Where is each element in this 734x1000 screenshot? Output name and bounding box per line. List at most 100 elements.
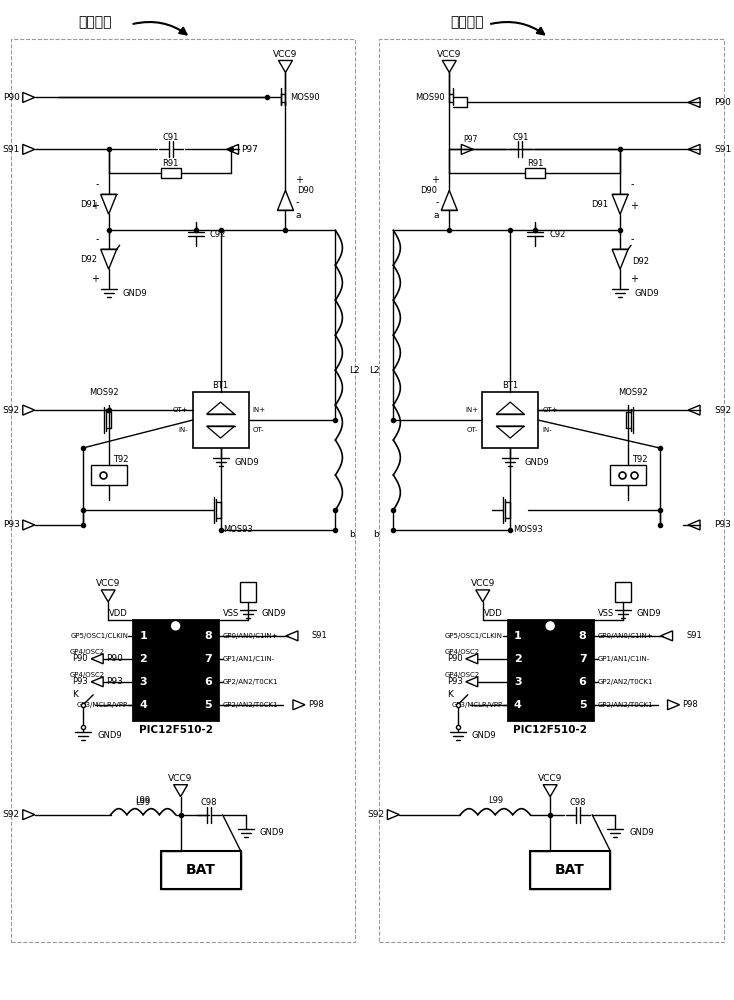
Text: 3: 3 xyxy=(514,677,522,687)
Text: 6: 6 xyxy=(204,677,212,687)
Text: -: - xyxy=(630,234,633,244)
Text: MOS93: MOS93 xyxy=(224,525,253,534)
Text: MOS92: MOS92 xyxy=(618,388,648,397)
Text: GND9: GND9 xyxy=(634,289,658,298)
Text: GND9: GND9 xyxy=(123,289,148,298)
Text: P90: P90 xyxy=(447,654,462,663)
Circle shape xyxy=(172,622,180,630)
Text: C92: C92 xyxy=(549,230,566,239)
Text: K: K xyxy=(447,690,453,699)
Text: b: b xyxy=(349,530,355,539)
Text: MOS93: MOS93 xyxy=(513,525,543,534)
Text: VCC9: VCC9 xyxy=(538,774,562,783)
Text: P97: P97 xyxy=(463,135,478,144)
Text: C98: C98 xyxy=(570,798,586,807)
Text: L99: L99 xyxy=(136,798,150,807)
Bar xyxy=(133,620,218,720)
Text: GP0/AN0/C1IN+: GP0/AN0/C1IN+ xyxy=(223,633,279,639)
Text: GP5/OSC1/CLKIN: GP5/OSC1/CLKIN xyxy=(445,633,503,639)
Text: R91: R91 xyxy=(162,159,179,168)
Text: P93: P93 xyxy=(447,677,462,686)
Text: 7: 7 xyxy=(204,654,212,664)
Text: IN-: IN- xyxy=(179,427,189,433)
Text: 5: 5 xyxy=(579,700,586,710)
Text: 1: 1 xyxy=(139,631,147,641)
Text: +: + xyxy=(296,175,303,185)
Text: GP2/AN2/T0CK1: GP2/AN2/T0CK1 xyxy=(597,702,653,708)
Text: T92: T92 xyxy=(632,455,647,464)
Text: P93: P93 xyxy=(106,677,123,686)
Bar xyxy=(161,851,241,889)
Text: GP4/OSC2: GP4/OSC2 xyxy=(70,649,105,655)
Text: 2: 2 xyxy=(139,654,147,664)
Text: D91: D91 xyxy=(80,200,97,209)
Text: VDD: VDD xyxy=(484,609,503,618)
Bar xyxy=(161,168,181,178)
Text: S91: S91 xyxy=(312,631,327,640)
Text: 6: 6 xyxy=(578,677,586,687)
Bar xyxy=(530,851,610,889)
Text: IN-: IN- xyxy=(542,427,552,433)
Text: S92: S92 xyxy=(714,406,731,415)
Text: L99: L99 xyxy=(135,796,150,805)
Text: P98: P98 xyxy=(308,700,324,709)
Bar xyxy=(610,465,646,485)
Text: BAT: BAT xyxy=(186,863,216,877)
Text: GND9: GND9 xyxy=(260,828,284,837)
Text: 2: 2 xyxy=(514,654,522,664)
Text: R91: R91 xyxy=(527,159,543,168)
Text: L2: L2 xyxy=(349,366,360,375)
Text: P93: P93 xyxy=(3,520,20,529)
Text: L99: L99 xyxy=(487,796,503,805)
Text: -: - xyxy=(296,197,299,207)
Text: S91: S91 xyxy=(686,631,702,640)
Text: P90: P90 xyxy=(714,98,731,107)
Text: P97: P97 xyxy=(241,145,258,154)
Text: +: + xyxy=(630,201,638,211)
Text: 7: 7 xyxy=(579,654,586,664)
Text: BT1: BT1 xyxy=(502,381,518,390)
Bar xyxy=(526,168,545,178)
Text: GP4/OSC2: GP4/OSC2 xyxy=(445,649,480,655)
Text: IN+: IN+ xyxy=(252,407,266,413)
Text: PIC12F510-2: PIC12F510-2 xyxy=(139,725,213,735)
Text: GND9: GND9 xyxy=(262,609,286,618)
Text: GP3/MCLR/VPP: GP3/MCLR/VPP xyxy=(77,702,128,708)
Text: GP4/OSC2: GP4/OSC2 xyxy=(445,672,480,678)
Text: b: b xyxy=(374,530,379,539)
Text: OT-: OT- xyxy=(467,427,479,433)
Text: +: + xyxy=(91,274,98,284)
Text: S92: S92 xyxy=(3,406,20,415)
Text: OT+: OT+ xyxy=(542,407,558,413)
Text: D90: D90 xyxy=(421,186,437,195)
Text: 4: 4 xyxy=(139,700,147,710)
Text: GND9: GND9 xyxy=(629,828,654,837)
Text: VCC9: VCC9 xyxy=(273,50,298,59)
Text: MOS92: MOS92 xyxy=(89,388,118,397)
Text: P90: P90 xyxy=(106,654,123,663)
Text: C91: C91 xyxy=(162,133,179,142)
Text: a: a xyxy=(296,211,301,220)
Text: C98: C98 xyxy=(200,798,217,807)
Text: -: - xyxy=(630,179,633,189)
Text: P93: P93 xyxy=(714,520,731,529)
Text: C92: C92 xyxy=(210,230,226,239)
Text: C91: C91 xyxy=(512,133,528,142)
Text: D92: D92 xyxy=(632,257,649,266)
Text: IN+: IN+ xyxy=(465,407,479,413)
Text: P98: P98 xyxy=(683,700,698,709)
Text: S92: S92 xyxy=(3,810,20,819)
Circle shape xyxy=(546,622,554,630)
Text: GP3/MCLR/VPP: GP3/MCLR/VPP xyxy=(451,702,503,708)
Text: GP2/AN2/T0CK1: GP2/AN2/T0CK1 xyxy=(223,702,278,708)
Bar xyxy=(614,582,631,602)
Bar xyxy=(482,392,538,448)
Text: K: K xyxy=(72,690,78,699)
Bar xyxy=(192,392,249,448)
Text: 4: 4 xyxy=(514,700,522,710)
Text: +: + xyxy=(432,175,440,185)
Bar xyxy=(11,39,355,942)
Text: 5: 5 xyxy=(204,700,212,710)
Bar xyxy=(508,620,592,720)
Text: D92: D92 xyxy=(80,255,97,264)
